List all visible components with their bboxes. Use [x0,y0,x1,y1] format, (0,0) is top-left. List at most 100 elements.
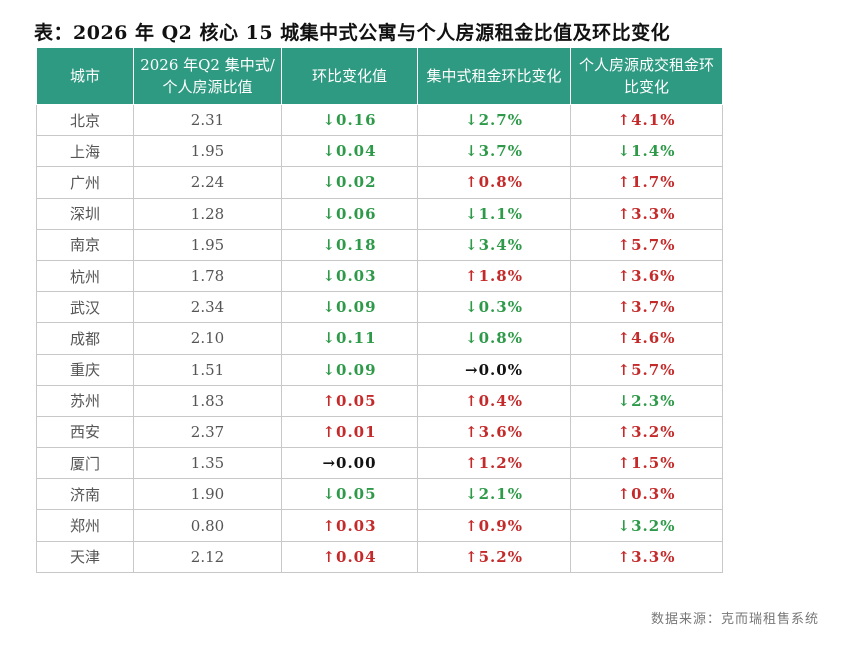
table-row: 南京 1.95 ↓0.18 ↓3.4% ↑5.7% [36,228,723,261]
table-row: 杭州 1.78 ↓0.03 ↑1.8% ↑3.6% [36,259,723,293]
ratio-cell: 0.80 [133,509,282,542]
central-cell: ↑1.2% [417,447,571,480]
change-value: 0.05 [336,391,377,410]
change-value: 0.01 [336,422,377,441]
personal-cell: ↑3.2% [570,415,723,449]
table-row: 厦门 1.35 →0.00 ↑1.2% ↑1.5% [36,447,723,480]
arrow-down-icon: ↓ [322,485,337,504]
arrow-up-icon: ↑ [617,235,632,254]
ratio-cell: 1.95 [133,228,282,261]
arrow-down-icon: ↓ [322,329,337,348]
city-cell: 广州 [36,166,134,199]
table-row: 苏州 1.83 ↑0.05 ↑0.4% ↓2.3% [36,384,723,417]
personal-cell: ↓1.4% [570,135,723,168]
personal-cell: ↑5.7% [570,228,723,261]
table-row: 成都 2.10 ↓0.11 ↓0.8% ↑4.6% [36,322,723,355]
change-cell: →0.00 [281,447,418,480]
arrow-up-icon: ↑ [617,111,632,130]
arrow-up-icon: ↑ [617,485,632,504]
rent-ratio-table: 城市 2026 年Q2 集中式/个人房源比值 环比变化值 集中式租金环比变化 个… [36,47,723,573]
personal-value: 1.5% [631,454,676,473]
arrow-up-icon: ↑ [322,516,337,535]
table-row: 广州 2.24 ↓0.02 ↑0.8% ↑1.7% [36,166,723,199]
change-cell: ↓0.03 [281,259,418,293]
personal-cell: ↑1.5% [570,447,723,480]
arrow-up-icon: ↑ [617,298,632,317]
table-row: 济南 1.90 ↓0.05 ↓2.1% ↑0.3% [36,478,723,511]
change-cell: ↓0.06 [281,197,418,230]
city-cell: 北京 [36,103,134,137]
city-cell: 深圳 [36,197,134,230]
header-ratio: 2026 年Q2 集中式/个人房源比值 [133,47,282,105]
personal-value: 5.7% [631,360,676,379]
change-cell: ↓0.09 [281,291,418,324]
arrow-up-icon: ↑ [322,391,337,410]
arrow-down-icon: ↓ [465,329,479,348]
central-cell: ↓2.1% [417,478,571,511]
change-cell: ↓0.09 [281,353,418,386]
table-row: 上海 1.95 ↓0.04 ↓3.7% ↓1.4% [36,135,723,168]
central-value: 3.7% [478,142,523,161]
ratio-cell: 2.10 [133,322,282,355]
central-cell: →0.0% [417,353,571,386]
change-cell: ↑0.04 [281,540,418,573]
change-value: 0.09 [336,360,377,379]
arrow-down-icon: ↓ [465,204,479,223]
city-cell: 济南 [36,478,134,511]
arrow-down-icon: ↓ [322,267,337,286]
arrow-right-icon: → [322,454,337,473]
table-row: 郑州 0.80 ↑0.03 ↑0.9% ↓3.2% [36,509,723,542]
arrow-down-icon: ↓ [465,142,479,161]
arrow-up-icon: ↑ [465,173,479,192]
arrow-down-icon: ↓ [322,235,337,254]
personal-cell: ↓2.3% [570,384,723,417]
personal-cell: ↑4.6% [570,322,723,355]
ratio-cell: 2.12 [133,540,282,573]
personal-value: 3.2% [631,516,676,535]
ratio-cell: 1.35 [133,447,282,480]
table-row: 武汉 2.34 ↓0.09 ↓0.3% ↑3.7% [36,291,723,324]
central-cell: ↓3.4% [417,228,571,261]
central-value: 1.8% [478,267,523,286]
central-value: 0.8% [478,329,523,348]
central-value: 5.2% [478,547,523,566]
ratio-cell: 2.31 [133,103,282,137]
arrow-up-icon: ↑ [465,422,479,441]
personal-value: 3.6% [631,267,676,286]
central-cell: ↓0.8% [417,322,571,355]
personal-cell: ↑1.7% [570,166,723,199]
change-cell: ↓0.02 [281,166,418,199]
header-ratio-change: 环比变化值 [281,47,418,105]
table-title: 表：2026 年 Q2 核心 15 城集中式公寓与个人房源租金比值及环比变化 [34,22,671,44]
personal-value: 3.3% [631,204,676,223]
central-value: 0.4% [478,391,523,410]
personal-value: 0.3% [631,485,676,504]
arrow-down-icon: ↓ [617,142,632,161]
change-cell: ↑0.01 [281,415,418,449]
change-value: 0.00 [336,454,377,473]
change-value: 0.04 [336,547,377,566]
ratio-cell: 1.95 [133,135,282,168]
arrow-up-icon: ↑ [465,547,479,566]
central-value: 0.8% [478,173,523,192]
personal-value: 3.3% [631,547,676,566]
personal-value: 1.7% [631,173,676,192]
arrow-down-icon: ↓ [322,298,337,317]
city-cell: 厦门 [36,447,134,480]
table-header-row: 城市 2026 年Q2 集中式/个人房源比值 环比变化值 集中式租金环比变化 个… [36,47,723,105]
change-cell: ↓0.05 [281,478,418,511]
central-cell: ↓1.1% [417,197,571,230]
city-cell: 上海 [36,135,134,168]
central-value: 2.1% [478,485,523,504]
change-value: 0.16 [336,111,377,130]
change-value: 0.02 [336,173,377,192]
central-cell: ↑0.8% [417,166,571,199]
central-value: 3.6% [478,422,523,441]
ratio-cell: 1.51 [133,353,282,386]
change-cell: ↓0.18 [281,228,418,261]
arrow-down-icon: ↓ [322,111,337,130]
table-body: 北京 2.31 ↓0.16 ↓2.7% ↑4.1% 上海 1.95 ↓0.04 ↓3.7% ↓1.… [36,103,723,573]
city-cell: 杭州 [36,259,134,293]
arrow-down-icon: ↓ [322,142,337,161]
change-value: 0.04 [336,142,377,161]
